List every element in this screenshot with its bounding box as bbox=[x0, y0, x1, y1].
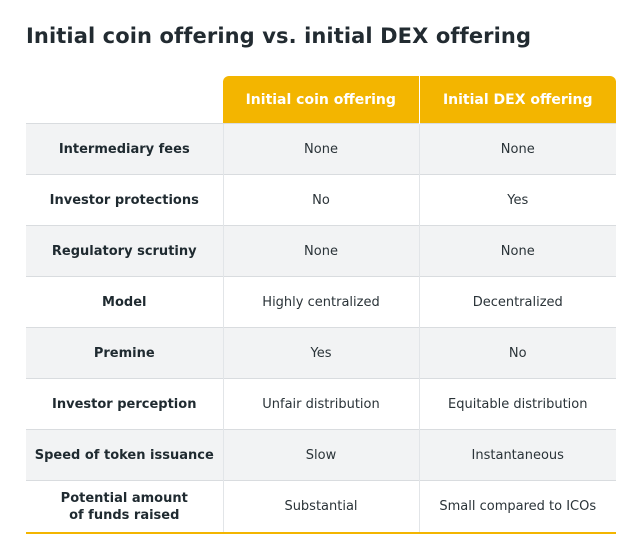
column-header-ido: Initial DEX offering bbox=[418, 76, 616, 124]
table-row: Investor perception Unfair distribution … bbox=[26, 378, 616, 430]
table-row: Model Highly centralized Decentralized bbox=[26, 276, 616, 328]
cell-ico-value: None bbox=[222, 225, 419, 277]
row-label-line: Potential amount bbox=[60, 490, 188, 506]
row-label: Regulatory scrutiny bbox=[26, 225, 223, 277]
row-label: Premine bbox=[26, 327, 223, 379]
cell-ico-value: Substantial bbox=[222, 480, 419, 534]
row-label: Speed of token issuance bbox=[26, 429, 223, 481]
row-label: Investor perception bbox=[26, 378, 223, 430]
page-title: Initial coin offering vs. initial DEX of… bbox=[26, 24, 532, 48]
cell-ido-value: Small compared to ICOs bbox=[418, 480, 616, 534]
table-row: Regulatory scrutiny None None bbox=[26, 225, 616, 277]
row-label-line: of funds raised bbox=[69, 507, 180, 523]
table-row: Intermediary fees None None bbox=[26, 123, 616, 175]
cell-ico-value: Yes bbox=[222, 327, 419, 379]
row-label: Potential amount of funds raised bbox=[26, 480, 223, 534]
table-row: Premine Yes No bbox=[26, 327, 616, 379]
cell-ico-value: None bbox=[222, 123, 419, 175]
table-row: Investor protections No Yes bbox=[26, 174, 616, 226]
comparison-table: Initial coin offering Initial DEX offeri… bbox=[26, 76, 616, 534]
header-corner-cell bbox=[26, 76, 223, 124]
cell-ico-value: Slow bbox=[222, 429, 419, 481]
row-label: Intermediary fees bbox=[26, 123, 223, 175]
cell-ido-value: Decentralized bbox=[418, 276, 616, 328]
row-label: Model bbox=[26, 276, 223, 328]
cell-ido-value: Equitable distribution bbox=[418, 378, 616, 430]
cell-ido-value: Yes bbox=[418, 174, 616, 226]
cell-ido-value: No bbox=[418, 327, 616, 379]
cell-ido-value: None bbox=[418, 225, 616, 277]
column-header-ico: Initial coin offering bbox=[223, 76, 419, 124]
table-row: Potential amount of funds raised Substan… bbox=[26, 480, 616, 534]
table-row: Speed of token issuance Slow Instantaneo… bbox=[26, 429, 616, 481]
cell-ico-value: Highly centralized bbox=[222, 276, 419, 328]
table-header-row: Initial coin offering Initial DEX offeri… bbox=[26, 76, 616, 124]
row-label: Investor protections bbox=[26, 174, 223, 226]
cell-ico-value: No bbox=[222, 174, 419, 226]
cell-ico-value: Unfair distribution bbox=[222, 378, 419, 430]
comparison-table-wrapper: Initial coin offering Initial DEX offeri… bbox=[26, 76, 616, 534]
cell-ido-value: None bbox=[418, 123, 616, 175]
cell-ido-value: Instantaneous bbox=[418, 429, 616, 481]
